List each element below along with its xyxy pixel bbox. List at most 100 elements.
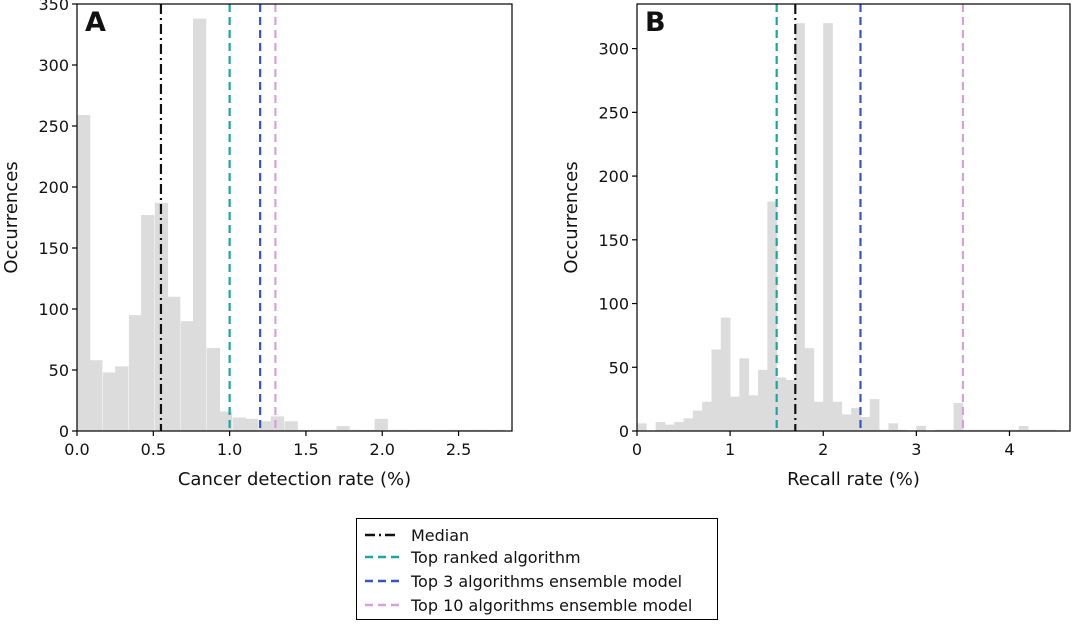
histogram-bar [1028,429,1038,431]
bars [637,23,1057,431]
histogram-bar [795,23,805,431]
panel-b: 0 1 2 3 4 0 50 100 150 200 250 300 Recall rate (%) Oc… [561,3,1071,490]
histogram-bar [692,410,703,431]
legend-line-top3 [365,579,399,583]
histogram-bar [296,429,311,431]
histogram-bar [944,429,954,431]
y-axis-label: Occurrences [1,161,22,273]
x-tick-label: 1.5 [293,440,318,459]
histogram-bar [115,366,129,431]
legend-item-top-ranked: Top ranked algorithm [365,547,581,567]
histogram-bar [1037,429,1048,431]
legend-label-median: Median [411,525,470,545]
bars [77,18,506,431]
x-tick-label: 1.0 [217,440,242,459]
histogram-bar [1009,429,1020,431]
histogram-bar [664,424,675,431]
histogram-bar [1018,425,1029,431]
histogram-bar [972,429,982,431]
histogram-bar [426,429,440,431]
histogram-bar [1000,429,1010,431]
y-tick-label: 200 [38,178,69,197]
histogram-bar [322,429,336,431]
x-tick-label: 3 [911,440,921,459]
histogram-bar [466,429,480,431]
x-tick-label: 2.5 [446,440,471,459]
histogram-bar [478,429,492,431]
histogram-bar [655,422,666,431]
histogram-bar [683,418,694,431]
histogram-bar [310,429,324,431]
histogram-bar [934,429,945,431]
histogram-bar [258,421,272,431]
histogram-bar [637,423,647,431]
y-tick-label: 300 [38,56,69,75]
legend: Median Top ranked algorithm Top 3 algori… [356,518,718,620]
y-tick-label: 150 [598,231,629,250]
x-axis-label: Cancer detection rate (%) [178,469,411,490]
histogram-bar [206,348,220,431]
y-tick-label: 250 [38,117,69,136]
histogram-bar [860,416,871,431]
histogram-bar [785,380,796,431]
histogram-bar [962,429,973,431]
y-tick-label: 350 [38,0,69,14]
histogram-bar [232,417,246,431]
legend-label-top-ranked: Top ranked algorithm [411,547,581,567]
axes-frame [76,3,513,432]
histogram-bar [813,401,824,431]
x-tick-label: 2.0 [370,440,395,459]
histogram-bar [748,395,759,431]
histogram-bar [767,201,777,431]
x-tick-label: 0 [632,440,642,459]
histogram-bar [832,401,843,431]
histogram-bar [180,321,195,431]
histogram-bar [141,215,155,431]
histogram-bar [758,369,768,431]
histogram-bar [869,399,880,431]
panel-label: B [645,7,666,38]
legend-line-top-ranked [365,555,399,559]
panel-a: 0.0 0.5 1.0 1.5 2.0 2.5 0 50 100 150 200 250 300 350 C… [1,0,513,490]
legend-item-top3: Top 3 algorithms ensemble model [365,571,682,591]
histogram-bar [990,429,1001,431]
axes-frame [636,3,1071,432]
x-axis-label: Recall rate (%) [787,469,920,490]
histogram-bar [102,372,117,431]
y-tick-label: 50 [49,361,69,380]
histogram-bar [739,358,750,431]
histogram-bar [888,423,899,431]
y-tick-label: 100 [38,300,69,319]
y-tick-label: 100 [598,295,629,314]
histogram-bar [128,315,143,431]
histogram-bar [452,429,466,431]
legend-line-top10 [365,603,399,607]
y-tick-label: 300 [598,40,629,59]
y-tick-label: 250 [598,103,629,122]
legend-label-top10: Top 10 algorithms ensemble model [411,595,693,615]
y-tick-label: 200 [598,167,629,186]
histogram-bar [167,296,181,431]
histogram-bar [776,377,787,431]
legend-item-top10: Top 10 algorithms ensemble model [365,595,692,615]
histogram-bar [388,429,402,431]
legend-item-median: Median [365,525,469,545]
histogram-bar [492,429,506,431]
y-tick-label: 0 [619,422,629,441]
panel-label: A [85,7,106,38]
histogram-bar [400,429,414,431]
histogram-bar [720,317,731,431]
histogram-bar [897,429,908,431]
y-axis-label: Occurrences [561,161,582,273]
histogram-bar [823,23,833,431]
histogram-bar [154,202,169,431]
histogram-bar [953,402,964,431]
histogram-bar [374,418,388,431]
x-tick-label: 2 [818,440,828,459]
histogram-bar [284,421,298,431]
y-tick-label: 150 [38,239,69,258]
histogram-bar [841,414,852,431]
histogram-bar [916,425,926,431]
histogram-bar [804,348,815,431]
